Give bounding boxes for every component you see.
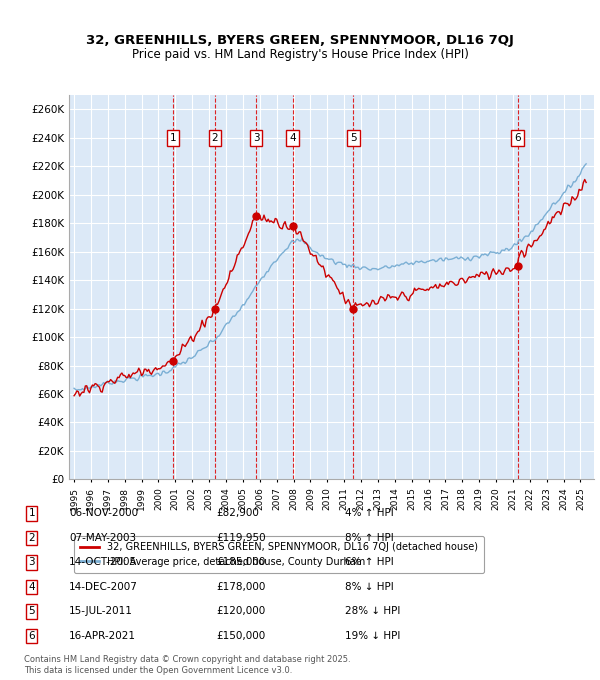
Text: 4: 4	[28, 582, 35, 592]
Text: £119,950: £119,950	[216, 533, 266, 543]
Text: 28% ↓ HPI: 28% ↓ HPI	[345, 607, 400, 616]
Text: 8% ↑ HPI: 8% ↑ HPI	[345, 533, 394, 543]
Text: 3: 3	[253, 133, 259, 143]
Text: 6: 6	[28, 631, 35, 641]
Text: 15-JUL-2011: 15-JUL-2011	[69, 607, 133, 616]
Text: 4: 4	[289, 133, 296, 143]
Text: 32, GREENHILLS, BYERS GREEN, SPENNYMOOR, DL16 7QJ: 32, GREENHILLS, BYERS GREEN, SPENNYMOOR,…	[86, 33, 514, 47]
Text: £178,000: £178,000	[216, 582, 265, 592]
Text: 14-DEC-2007: 14-DEC-2007	[69, 582, 138, 592]
Text: 6: 6	[514, 133, 521, 143]
Text: £185,000: £185,000	[216, 558, 265, 567]
Text: 5: 5	[28, 607, 35, 616]
Text: Price paid vs. HM Land Registry's House Price Index (HPI): Price paid vs. HM Land Registry's House …	[131, 48, 469, 61]
Legend: 32, GREENHILLS, BYERS GREEN, SPENNYMOOR, DL16 7QJ (detached house), HPI: Average: 32, GREENHILLS, BYERS GREEN, SPENNYMOOR,…	[74, 536, 484, 573]
Text: 06-NOV-2000: 06-NOV-2000	[69, 509, 138, 518]
Text: 1: 1	[170, 133, 176, 143]
Text: 6% ↑ HPI: 6% ↑ HPI	[345, 558, 394, 567]
Text: 2: 2	[28, 533, 35, 543]
Text: £150,000: £150,000	[216, 631, 265, 641]
Text: 5: 5	[350, 133, 356, 143]
Text: 3: 3	[28, 558, 35, 567]
Text: 07-MAY-2003: 07-MAY-2003	[69, 533, 136, 543]
Text: £120,000: £120,000	[216, 607, 265, 616]
Text: 2: 2	[212, 133, 218, 143]
Text: 14-OCT-2005: 14-OCT-2005	[69, 558, 137, 567]
Text: Contains HM Land Registry data © Crown copyright and database right 2025.
This d: Contains HM Land Registry data © Crown c…	[24, 655, 350, 675]
Text: 4% ↑ HPI: 4% ↑ HPI	[345, 509, 394, 518]
Text: 1: 1	[28, 509, 35, 518]
Text: 19% ↓ HPI: 19% ↓ HPI	[345, 631, 400, 641]
Text: 8% ↓ HPI: 8% ↓ HPI	[345, 582, 394, 592]
Text: 16-APR-2021: 16-APR-2021	[69, 631, 136, 641]
Text: £82,900: £82,900	[216, 509, 259, 518]
